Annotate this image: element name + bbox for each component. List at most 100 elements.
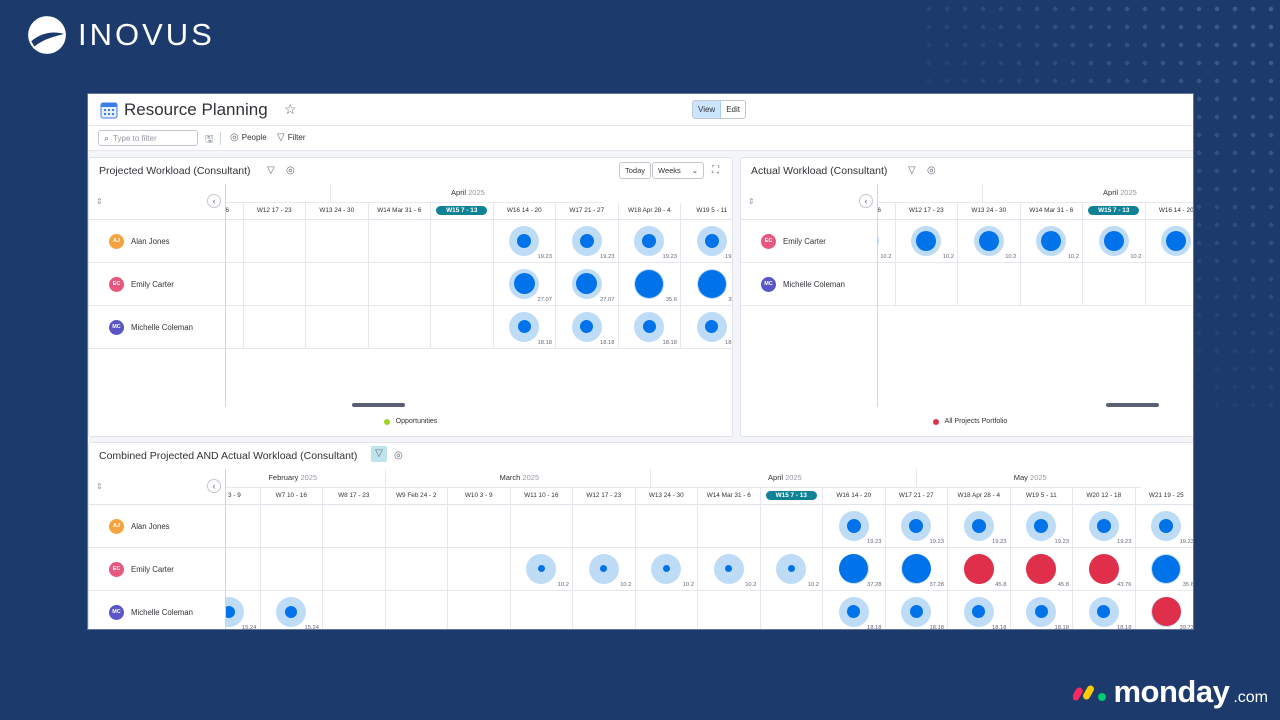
- workload-bubble[interactable]: [909, 605, 923, 618]
- week-cell[interactable]: [322, 591, 385, 629]
- week-cell[interactable]: 10.2: [509, 548, 573, 591]
- workload-bubble[interactable]: [1034, 518, 1049, 533]
- workload-bubble[interactable]: [847, 605, 861, 618]
- week-cell[interactable]: [759, 591, 823, 629]
- week-cell[interactable]: [759, 505, 823, 548]
- week-cell[interactable]: 19.23: [617, 220, 681, 263]
- week-cell[interactable]: [242, 306, 306, 349]
- week-cell[interactable]: [894, 263, 958, 306]
- week-cell[interactable]: 19.23: [822, 505, 885, 548]
- favorite-star-icon[interactable]: ☆: [284, 101, 297, 117]
- person-filter-icon[interactable]: ◎: [927, 165, 936, 176]
- week-cell[interactable]: [384, 548, 448, 591]
- active-funnel-icon[interactable]: ▽: [371, 446, 387, 462]
- workload-bubble[interactable]: [1159, 518, 1174, 533]
- week-cell[interactable]: [384, 505, 448, 548]
- week-cell[interactable]: 27.07: [492, 263, 556, 306]
- sort-icon[interactable]: ⇕: [96, 197, 103, 206]
- week-cell[interactable]: [226, 505, 260, 548]
- week-cell[interactable]: [509, 591, 573, 629]
- week-cell[interactable]: 35.6: [680, 263, 732, 306]
- workload-bubble[interactable]: [576, 273, 598, 294]
- horizontal-scrollbar[interactable]: [352, 403, 405, 407]
- workload-bubble[interactable]: [846, 518, 861, 533]
- week-cell[interactable]: [305, 263, 368, 306]
- week-cell[interactable]: 19.23: [1134, 505, 1193, 548]
- week-cell[interactable]: 19.23: [1009, 505, 1073, 548]
- workload-bubble[interactable]: [787, 565, 795, 572]
- week-cell[interactable]: [322, 505, 385, 548]
- person-row[interactable]: AJ Alan Jones: [89, 505, 225, 548]
- workload-bubble[interactable]: [517, 233, 532, 248]
- workload-bubble[interactable]: [704, 233, 719, 248]
- week-cell[interactable]: 18.18: [1072, 591, 1135, 629]
- workload-bubble[interactable]: [1034, 605, 1048, 618]
- workload-bubble[interactable]: [963, 553, 994, 584]
- week-cell[interactable]: 10.2: [878, 220, 895, 263]
- week-cell[interactable]: [430, 220, 493, 263]
- workload-bubble[interactable]: [972, 605, 986, 618]
- week-cell[interactable]: [430, 263, 493, 306]
- workload-bubble[interactable]: [1088, 553, 1119, 584]
- week-cell[interactable]: [367, 220, 431, 263]
- week-cell[interactable]: 37.28: [822, 548, 885, 591]
- week-cell[interactable]: [572, 505, 635, 548]
- week-cell[interactable]: [226, 263, 243, 306]
- workload-bubble[interactable]: [1166, 230, 1187, 251]
- week-cell[interactable]: [242, 263, 306, 306]
- week-cell[interactable]: [447, 591, 510, 629]
- week-cell[interactable]: [259, 548, 323, 591]
- people-filter-button[interactable]: ◎ People: [230, 132, 267, 143]
- today-button[interactable]: Today: [619, 162, 652, 179]
- week-cell[interactable]: 19.23: [680, 220, 732, 263]
- week-cell[interactable]: 10.2: [759, 548, 823, 591]
- week-cell[interactable]: 18.18: [947, 591, 1010, 629]
- week-cell[interactable]: 19.23: [884, 505, 948, 548]
- week-cell[interactable]: [878, 263, 895, 306]
- workload-bubble[interactable]: [635, 269, 664, 298]
- week-cell[interactable]: 10.2: [1082, 220, 1145, 263]
- sort-icon[interactable]: ⇕: [748, 197, 755, 206]
- week-cell[interactable]: 18.18: [822, 591, 885, 629]
- sort-icon[interactable]: ⇕: [96, 482, 103, 491]
- person-row[interactable]: EC Emily Carter: [89, 548, 225, 591]
- week-cell[interactable]: [226, 306, 243, 349]
- week-cell[interactable]: 10.2: [697, 548, 760, 591]
- week-cell[interactable]: 27.07: [555, 263, 618, 306]
- week-cell[interactable]: 19.23: [492, 220, 556, 263]
- person-row[interactable]: EC Emily Carter: [89, 263, 225, 306]
- person-row[interactable]: MC Michelle Coleman: [741, 263, 877, 306]
- week-cell[interactable]: 45.8: [1009, 548, 1073, 591]
- person-row[interactable]: MC Michelle Coleman: [89, 306, 225, 349]
- week-cell[interactable]: 10.2: [957, 220, 1020, 263]
- week-cell[interactable]: 45.8: [947, 548, 1010, 591]
- horizontal-scrollbar[interactable]: [1106, 403, 1159, 407]
- week-cell[interactable]: 18.18: [555, 306, 618, 349]
- week-cell[interactable]: [259, 505, 323, 548]
- view-mode-button[interactable]: View: [693, 101, 722, 118]
- week-cell[interactable]: [367, 306, 431, 349]
- workload-bubble[interactable]: [1026, 553, 1057, 584]
- week-cell[interactable]: [509, 505, 573, 548]
- workload-bubble[interactable]: [901, 554, 931, 583]
- week-cell[interactable]: 18.18: [617, 306, 681, 349]
- week-cell[interactable]: [697, 591, 760, 629]
- week-cell[interactable]: 10.2: [572, 548, 635, 591]
- week-cell[interactable]: 19.23: [555, 220, 618, 263]
- week-cell[interactable]: 10.2: [1019, 220, 1083, 263]
- week-cell[interactable]: [1144, 263, 1194, 306]
- week-cell[interactable]: [430, 306, 493, 349]
- week-cell[interactable]: [1082, 263, 1145, 306]
- week-cell[interactable]: 35.6: [617, 263, 681, 306]
- week-cell[interactable]: 37.28: [884, 548, 948, 591]
- workload-bubble[interactable]: [1152, 554, 1181, 583]
- week-cell[interactable]: [305, 306, 368, 349]
- week-cell[interactable]: 19.23: [1072, 505, 1135, 548]
- week-cell[interactable]: [305, 220, 368, 263]
- workload-bubble[interactable]: [513, 273, 535, 294]
- week-cell[interactable]: [226, 220, 243, 263]
- week-cell[interactable]: 10.2: [634, 548, 698, 591]
- workload-bubble[interactable]: [517, 320, 531, 333]
- workload-bubble[interactable]: [909, 518, 924, 533]
- workload-bubble[interactable]: [642, 320, 656, 333]
